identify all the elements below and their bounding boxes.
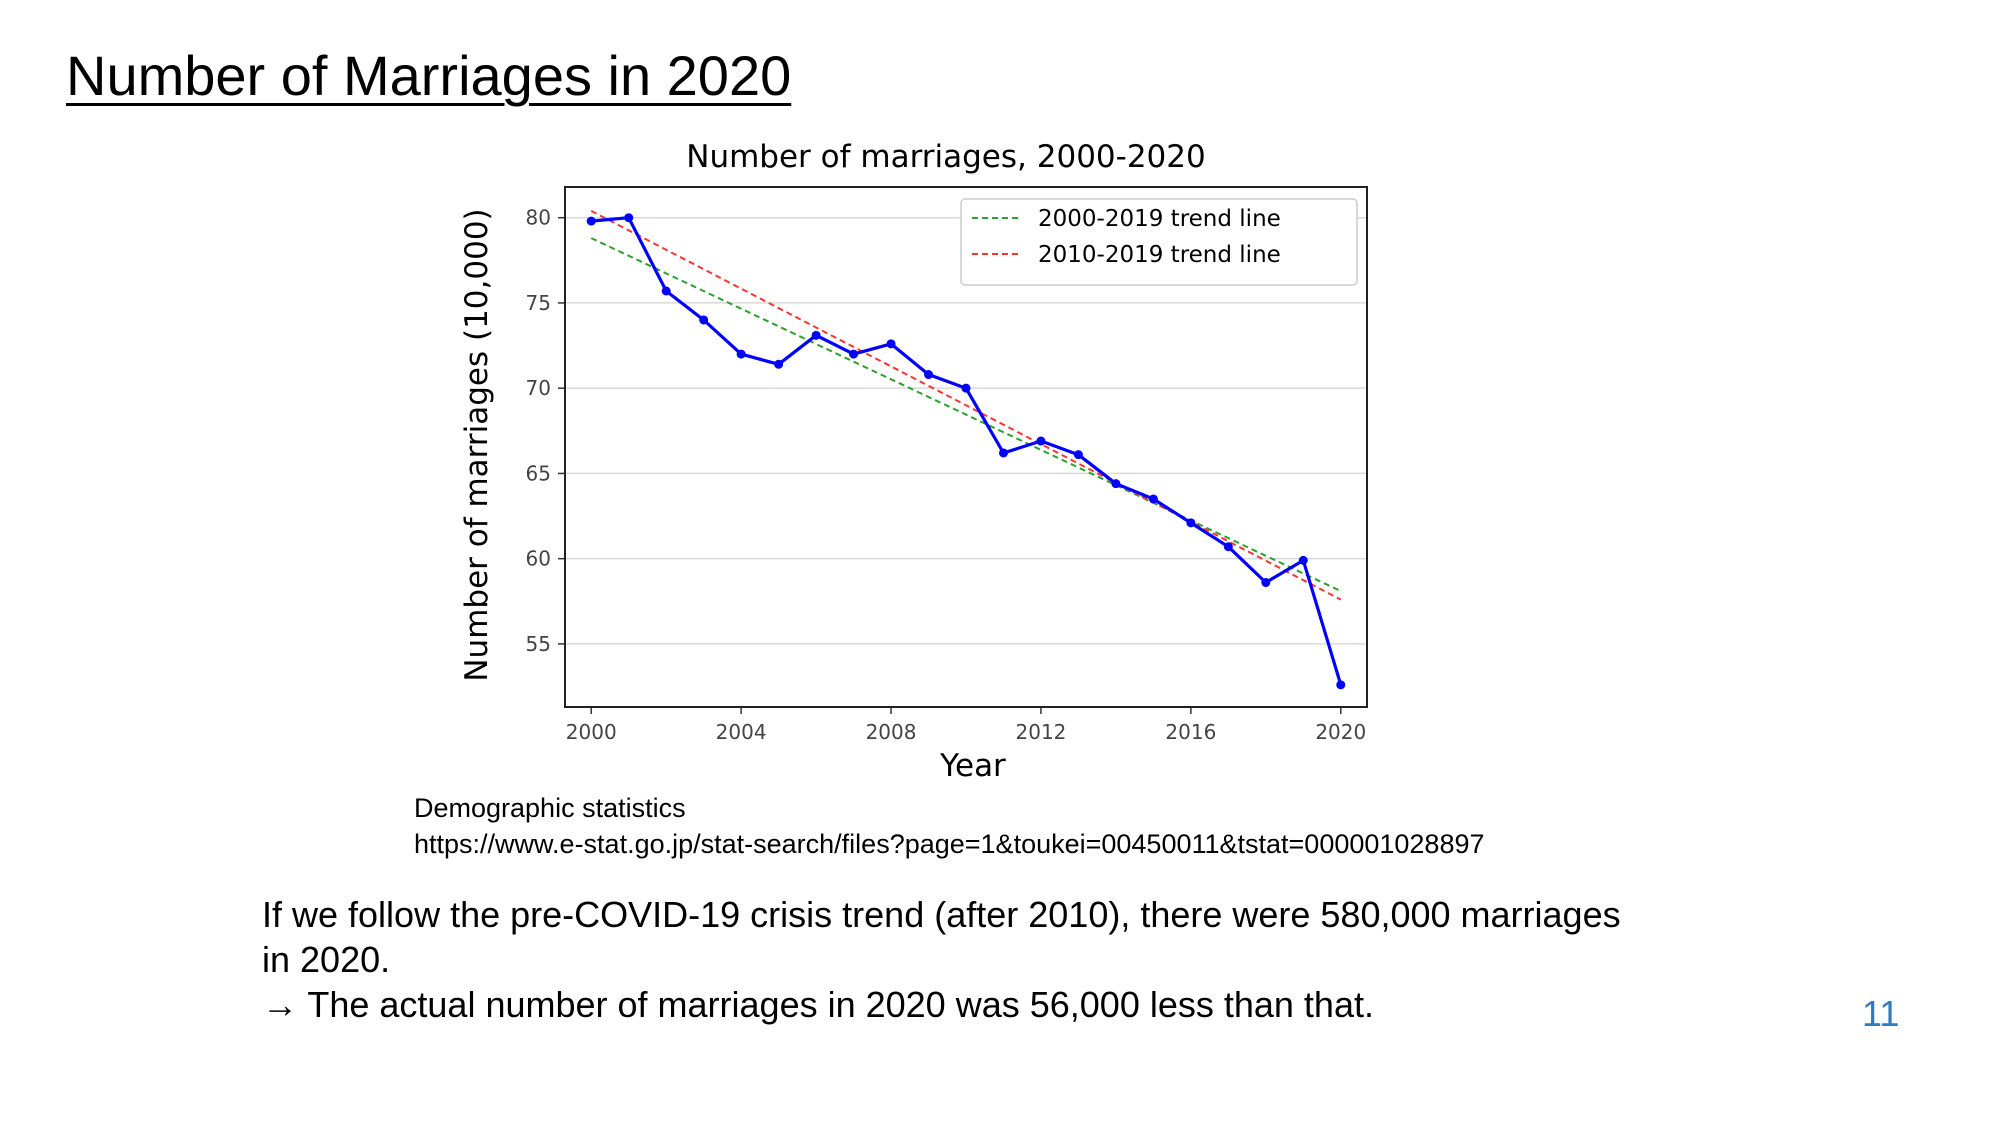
data-point-2013 <box>1073 450 1083 460</box>
data-point-2010 <box>961 383 971 393</box>
y-tick-label: 55 <box>526 632 551 656</box>
x-tick-label: 2000 <box>566 720 617 744</box>
summary-text: If we follow the pre-COVID-19 crisis tre… <box>262 892 1642 1027</box>
x-axis-label: Year <box>939 748 1006 784</box>
x-tick-label: 2012 <box>1016 720 1067 744</box>
data-point-2006 <box>811 330 821 340</box>
data-point-2001 <box>624 213 634 223</box>
source-url: https://www.e-stat.go.jp/stat-search/fil… <box>414 829 1485 859</box>
tick-labels: 55 60 65 70 75 80 2000 2004 2008 2012 2016 2020 <box>526 206 1367 744</box>
data-point-2019 <box>1298 555 1308 565</box>
y-tick-label: 75 <box>526 291 551 315</box>
trend-line-2 <box>590 210 1342 601</box>
legend-label: 2000-2019 trend line <box>1038 206 1281 232</box>
legend-box <box>960 198 1358 286</box>
chart-title: Number of marriages, 2000-2020 <box>686 139 1205 175</box>
summary-line-1: If we follow the pre-COVID-19 crisis tre… <box>262 894 1621 980</box>
data-point-2015 <box>1148 494 1158 504</box>
data-point-2011 <box>998 448 1008 458</box>
y-tick-label: 80 <box>526 206 551 230</box>
data-point-2009 <box>924 370 934 380</box>
trend-lines <box>590 210 1342 601</box>
source-title: Demographic statistics <box>414 793 686 823</box>
x-tick-label: 2004 <box>716 720 767 744</box>
legend-label: 2010-2019 trend line <box>1038 242 1281 268</box>
data-point-2014 <box>1111 479 1121 489</box>
page-number: 11 <box>1862 993 1900 1034</box>
data-point-2003 <box>699 315 709 325</box>
y-tick-label: 60 <box>526 547 551 571</box>
data-point-2017 <box>1223 542 1233 552</box>
y-axis-label: Number of marriages (10,000) <box>459 208 495 681</box>
trend-line-1 <box>590 237 1342 593</box>
data-point-2002 <box>661 286 671 296</box>
y-tick-label: 70 <box>526 376 551 400</box>
data-point-2018 <box>1261 578 1271 588</box>
data-point-2020 <box>1336 680 1346 690</box>
data-point-2007 <box>849 349 859 359</box>
data-point-2008 <box>886 339 896 349</box>
slide-title: Number of Marriages in 2020 <box>66 44 792 107</box>
chart-legend: 2000-2019 trend line 2010-2019 trend line <box>960 198 1358 286</box>
y-tick-label: 65 <box>526 461 551 485</box>
data-point-2012 <box>1036 436 1046 446</box>
data-point-2016 <box>1186 518 1196 528</box>
marriages-series-line <box>591 216 1343 686</box>
data-point-2004 <box>736 349 746 359</box>
data-point-2005 <box>774 359 784 369</box>
x-tick-label: 2016 <box>1165 720 1216 744</box>
data-series <box>586 213 1346 690</box>
plot-frame <box>564 186 1368 708</box>
x-tick-label: 2008 <box>866 720 917 744</box>
x-tick-label: 2020 <box>1315 720 1366 744</box>
source-citation: Demographic statistics https://www.e-sta… <box>414 790 1485 862</box>
axes <box>558 186 1368 714</box>
summary-line-2: → The actual number of marriages in 2020… <box>262 984 1374 1025</box>
data-point-2000 <box>586 216 596 226</box>
